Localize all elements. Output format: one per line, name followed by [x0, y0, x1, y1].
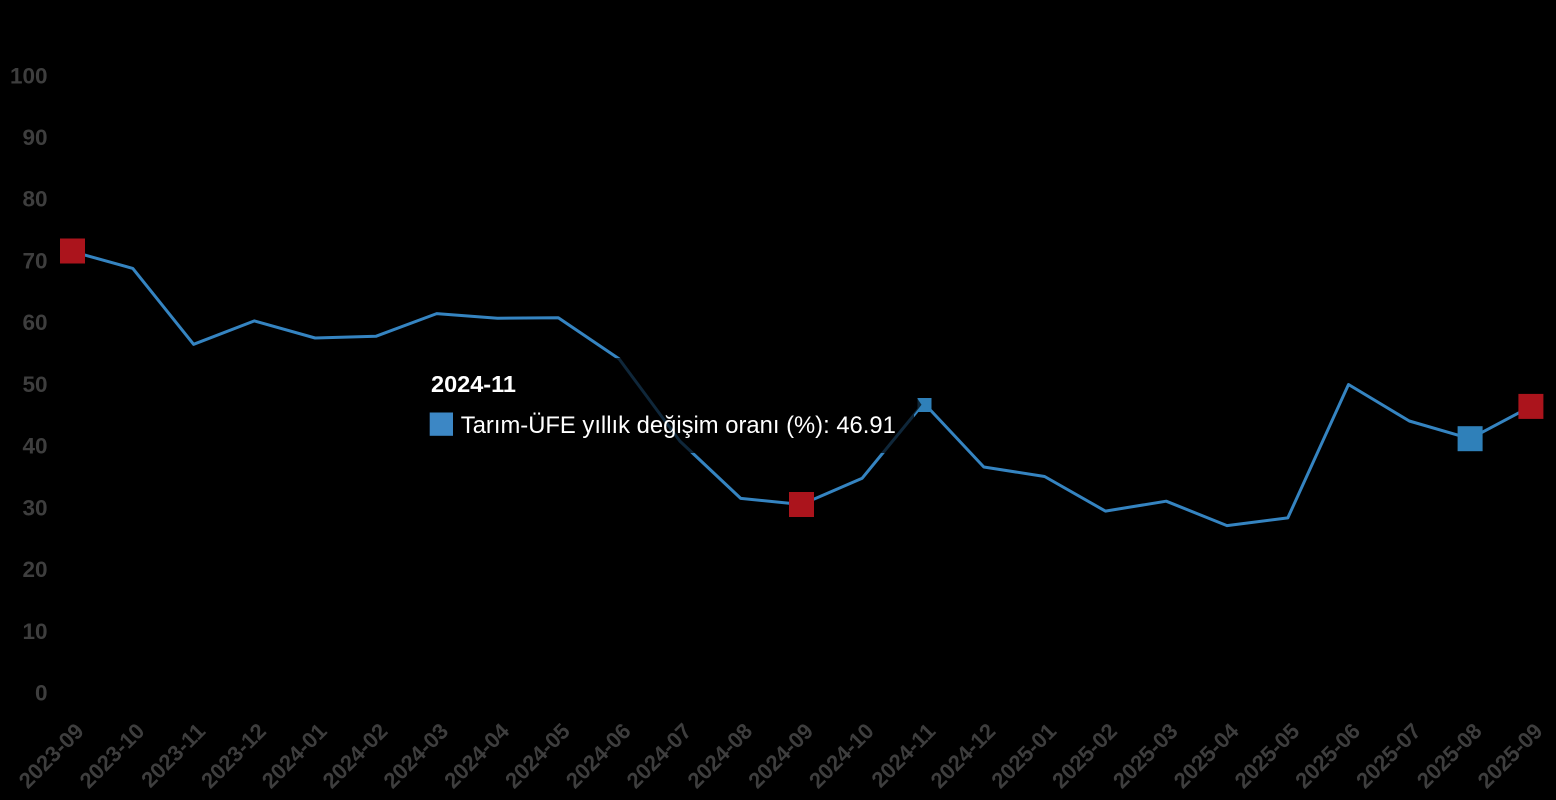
svg-text:0: 0 [35, 681, 48, 706]
svg-text:2025-01: 2025-01 [986, 718, 1061, 793]
svg-text:2025-04: 2025-04 [1169, 718, 1244, 793]
svg-text:2025-02: 2025-02 [1047, 718, 1122, 793]
svg-text:100: 100 [10, 63, 48, 88]
svg-text:2024-02: 2024-02 [318, 718, 393, 793]
svg-text:2025-05: 2025-05 [1230, 718, 1305, 793]
svg-text:2025-07: 2025-07 [1351, 718, 1426, 793]
svg-text:2025-06: 2025-06 [1290, 718, 1365, 793]
svg-text:2025-08: 2025-08 [1412, 718, 1487, 793]
svg-text:2023-11: 2023-11 [136, 718, 210, 792]
svg-text:10: 10 [22, 619, 47, 644]
svg-text:2024-01: 2024-01 [257, 718, 332, 793]
svg-text:2023-09: 2023-09 [14, 718, 89, 793]
svg-text:30: 30 [22, 495, 47, 520]
svg-text:2025-09: 2025-09 [1473, 718, 1548, 793]
svg-text:2024-05: 2024-05 [500, 718, 575, 793]
svg-text:2024-08: 2024-08 [682, 718, 757, 793]
svg-text:2024-04: 2024-04 [439, 718, 514, 793]
svg-text:2024-03: 2024-03 [378, 718, 453, 793]
svg-text:80: 80 [22, 187, 47, 212]
svg-text:2024-07: 2024-07 [622, 718, 697, 793]
svg-text:2023-12: 2023-12 [196, 718, 271, 793]
svg-text:2024-11: 2024-11 [431, 371, 516, 397]
svg-text:2024-10: 2024-10 [804, 718, 879, 793]
svg-text:2024-12: 2024-12 [926, 718, 1001, 793]
svg-text:2023-10: 2023-10 [75, 718, 150, 793]
svg-text:2024-11: 2024-11 [866, 718, 940, 792]
svg-text:60: 60 [22, 310, 47, 335]
svg-text:90: 90 [22, 125, 47, 150]
svg-text:2025-03: 2025-03 [1108, 718, 1183, 793]
svg-text:20: 20 [22, 557, 47, 582]
svg-text:70: 70 [22, 249, 47, 274]
svg-text:40: 40 [22, 434, 47, 459]
svg-text:Tarım-ÜFE yıllık değişim oranı: Tarım-ÜFE yıllık değişim oranı (%): 46.9… [461, 412, 896, 439]
svg-text:50: 50 [22, 372, 47, 397]
svg-text:2024-06: 2024-06 [561, 718, 636, 793]
svg-text:2024-09: 2024-09 [743, 718, 818, 793]
